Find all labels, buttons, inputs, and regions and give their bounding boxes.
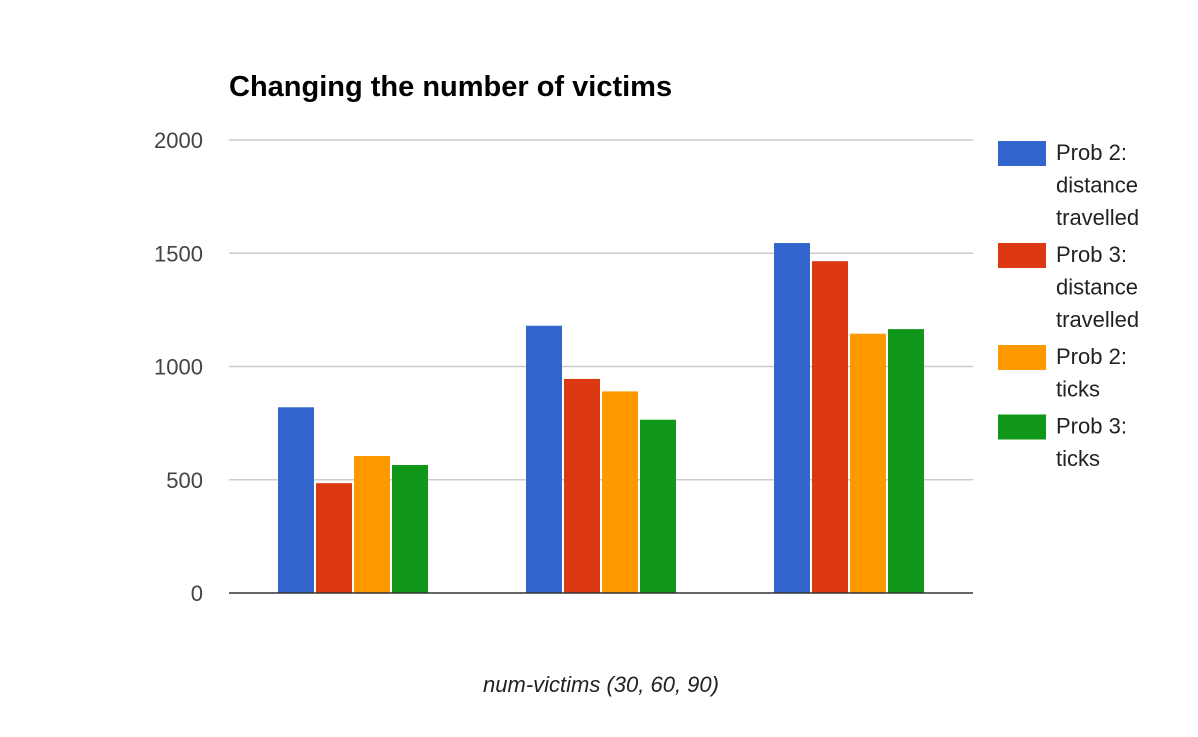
legend-label: ticks xyxy=(1056,377,1100,402)
bar xyxy=(812,261,848,593)
legend-swatch xyxy=(998,345,1046,370)
bar xyxy=(526,325,562,593)
bar xyxy=(564,378,600,593)
legend-item: Prob 2: distance travelled xyxy=(998,140,1139,230)
legend-label: Prob 2: xyxy=(1056,140,1127,165)
legend-label: travelled xyxy=(1056,307,1139,332)
legend-label: distance xyxy=(1056,173,1138,198)
y-tick-label: 1000 xyxy=(154,355,203,380)
bar xyxy=(640,419,676,593)
y-tick-label: 1500 xyxy=(154,241,203,266)
legend-swatch xyxy=(998,141,1046,166)
y-tick-label: 500 xyxy=(166,468,203,493)
legend-label: Prob 2: xyxy=(1056,344,1127,369)
bar xyxy=(888,329,924,593)
legend-label: travelled xyxy=(1056,205,1139,230)
legend-item: Prob 3: distance travelled xyxy=(998,242,1139,332)
legend-label: Prob 3: xyxy=(1056,242,1127,267)
bar xyxy=(278,407,314,593)
bars xyxy=(278,243,924,593)
bar xyxy=(602,391,638,593)
legend-item: Prob 3: ticks xyxy=(998,414,1127,471)
legend-label: distance xyxy=(1056,275,1138,300)
bar xyxy=(392,465,428,593)
gridlines xyxy=(229,139,973,481)
y-tick-label: 0 xyxy=(191,581,203,606)
chart-title: Changing the number of victims xyxy=(229,71,672,103)
legend-label: ticks xyxy=(1056,446,1100,471)
legend-label: Prob 3: xyxy=(1056,414,1127,439)
bar xyxy=(850,333,886,593)
bar xyxy=(354,455,390,593)
bar xyxy=(774,243,810,593)
legend-swatch xyxy=(998,414,1046,440)
legend: Prob 2: distance travelled Prob 3: distance t… xyxy=(998,140,1139,471)
x-axis-title: num-victims (30, 60, 90) xyxy=(483,672,719,697)
legend-item: Prob 2: ticks xyxy=(998,344,1127,402)
y-axis-tick-labels: 0 500 1000 1500 2000 xyxy=(154,128,203,606)
bar xyxy=(316,483,352,593)
y-tick-label: 2000 xyxy=(154,128,203,153)
legend-swatch xyxy=(998,243,1046,268)
